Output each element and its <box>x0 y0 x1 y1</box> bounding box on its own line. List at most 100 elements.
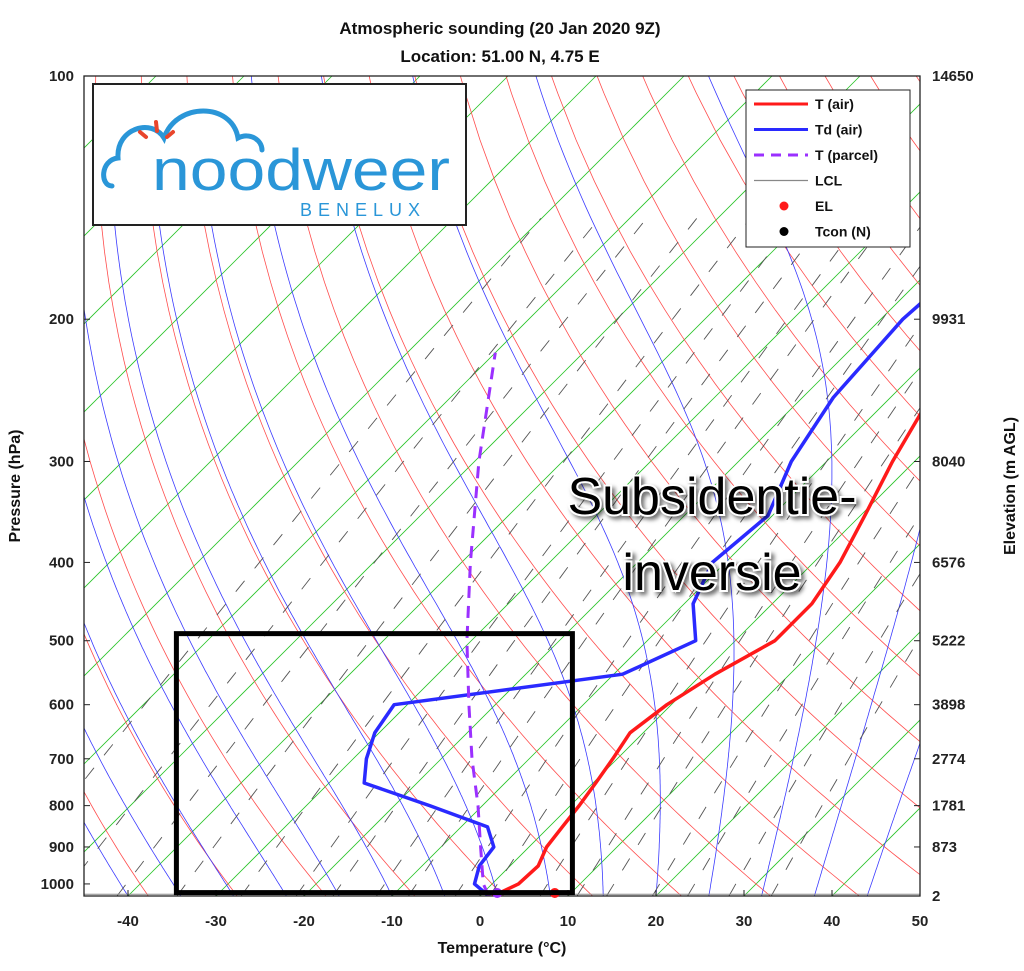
x-tick-label: -20 <box>293 913 315 930</box>
legend-swatch <box>779 201 789 211</box>
subsidence-inversion-box <box>173 631 575 896</box>
mixing-ratio-line <box>728 572 920 896</box>
x-tick-label: -30 <box>205 913 227 930</box>
y2-tick-label: 873 <box>932 839 957 856</box>
series-t-air <box>491 411 920 896</box>
x-tick-label: 20 <box>648 913 665 930</box>
isotherm-line <box>391 367 920 896</box>
legend-label: Td (air) <box>815 122 862 138</box>
mixing-ratio-line <box>408 218 889 896</box>
mixing-ratio-line <box>84 218 600 868</box>
mixing-ratio-line <box>576 370 920 896</box>
series-td-air <box>362 301 920 896</box>
y2-tick-label: 14650 <box>932 68 974 85</box>
mixing-ratio-line <box>687 514 920 896</box>
dry-adiabat-line <box>84 437 327 896</box>
dry-adiabat-line <box>687 76 920 417</box>
dry-adiabat-line <box>551 76 920 612</box>
y-tick-label: 400 <box>49 554 74 571</box>
isotherm-line <box>303 279 920 896</box>
moist-adiabat-line <box>250 76 551 896</box>
dry-adiabat-line <box>505 76 920 677</box>
y2-tick-label: 2774 <box>932 751 966 768</box>
sounding-profiles <box>362 301 920 896</box>
mixing-ratio-line <box>489 265 920 896</box>
mixing-ratio-line <box>376 218 863 896</box>
mixing-ratio-line <box>240 218 751 896</box>
moist-adiabat-line <box>321 76 604 896</box>
sun-rays-icon <box>138 120 175 139</box>
logo-wordmark: noodweer <box>152 138 450 203</box>
mixing-ratio-line <box>332 218 827 896</box>
x-axis-label: Temperature (°C) <box>438 940 567 957</box>
mixing-ratio-line <box>84 218 542 782</box>
x-tick-label: 10 <box>560 913 577 930</box>
isotherm-line <box>743 719 920 896</box>
chart-title: Atmospheric sounding (20 Jan 2020 9Z) <box>339 19 660 38</box>
x-tick-label: -40 <box>117 913 139 930</box>
logo-subtitle: BENELUX <box>300 200 426 220</box>
x-tick-label: 0 <box>476 913 484 930</box>
chart-subtitle: Location: 51.00 N, 4.75 E <box>400 47 599 66</box>
moist-adiabat-line <box>113 218 393 896</box>
y-tick-label: 600 <box>49 697 74 714</box>
moist-adiabat-line <box>535 76 735 896</box>
legend-label: LCL <box>815 173 843 189</box>
mixing-ratio-line <box>606 407 920 896</box>
y-tick-label: 100 <box>49 68 74 85</box>
dry-adiabat-line <box>84 791 149 896</box>
legend-label: Tcon (N) <box>815 224 871 240</box>
y-tick-label: 800 <box>49 798 74 815</box>
dry-adiabat-line <box>414 76 920 809</box>
mixing-ratio-line <box>116 218 647 896</box>
y-tick-label: 500 <box>49 633 74 650</box>
y2-axis-label: Elevation (m AGL) <box>1002 417 1019 555</box>
y-tick-label: 1000 <box>41 876 74 893</box>
moist-adiabat-line <box>814 527 920 896</box>
y-tick-label: 200 <box>49 311 74 328</box>
dry-adiabat-line <box>140 76 504 896</box>
legend-swatch <box>779 227 789 236</box>
annotation-line-2: inversie <box>622 544 801 602</box>
legend-label: EL <box>815 198 833 214</box>
x-tick-label: 40 <box>824 913 841 930</box>
x-tick-label: -10 <box>381 913 403 930</box>
dry-adiabat-line <box>232 76 682 896</box>
moist-adiabat-line <box>152 168 446 896</box>
isotherm-line <box>479 455 920 896</box>
y-tick-label: 300 <box>49 453 74 470</box>
cloud-icon <box>101 108 265 189</box>
y2-tick-label: 9931 <box>932 311 965 328</box>
moist-adiabat-line <box>412 76 661 896</box>
y2-tick-label: 6576 <box>932 554 965 571</box>
y2-tick-label: 2 <box>932 888 940 905</box>
isotherm-line <box>567 543 920 896</box>
moist-adiabat-line <box>84 621 234 896</box>
thermo-background-lines <box>84 76 920 896</box>
y2-tick-label: 3898 <box>932 697 965 714</box>
dry-adiabat-line <box>95 76 416 896</box>
dry-adiabat-line <box>596 76 920 547</box>
moist-adiabat-line <box>84 495 287 896</box>
noodweer-logo: noodweer BENELUX <box>92 83 467 226</box>
plot-frame <box>83 75 921 897</box>
logo-frame <box>92 83 467 226</box>
y2-tick-label: 5222 <box>932 633 965 650</box>
mixing-ratio-line <box>770 636 920 896</box>
dry-adiabat-line <box>186 76 593 896</box>
y2-tick-label: 1781 <box>932 798 965 815</box>
legend-label: T (parcel) <box>815 147 878 163</box>
isotherm-line <box>84 76 685 677</box>
mixing-ratio-line <box>176 218 698 896</box>
annotation-line-1: Subsidentie- <box>567 468 856 526</box>
x-tick-label: 50 <box>912 913 929 930</box>
x-tick-label: 30 <box>736 913 753 930</box>
dry-adiabat-line <box>642 76 920 482</box>
legend-box <box>745 89 911 248</box>
dry-adiabat-line <box>460 76 920 743</box>
isotherm-line <box>84 76 773 765</box>
mixing-ratio-line <box>652 466 920 896</box>
y2-tick-label: 8040 <box>932 453 965 470</box>
y-tick-label: 900 <box>49 839 74 856</box>
